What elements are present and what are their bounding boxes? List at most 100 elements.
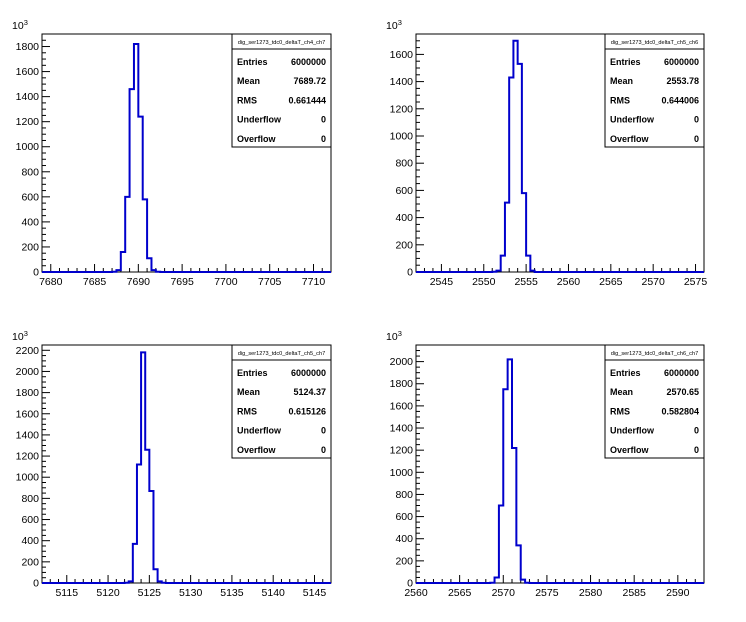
stats-box-name: dig_ser1273_tdc0_deltaT_ch6_ch7 [611, 351, 698, 357]
stats-box-frame [604, 33, 705, 148]
stats-row-label: Entries [237, 57, 268, 67]
stats-row-value: 0 [694, 134, 699, 144]
stats-box: dig_ser1273_tdc0_deltaT_ch6_ch7 Entries 60… [604, 344, 705, 459]
histogram-panel-3: 0 200 400 600 800 1000 1200 1400 1600 1800 2000 220… [12, 329, 332, 599]
histogram-series [42, 351, 331, 584]
histogram-panel-2: 0 200 400 600 800 1000 1200 1400 1600 2545 2550 255… [386, 18, 707, 288]
stats-row-value: 7689.72 [293, 76, 326, 86]
stats-row-value: 6000000 [664, 57, 699, 67]
histogram-series [42, 43, 331, 273]
y-tick-label: 2000 [16, 366, 40, 378]
stats-row-value: 6000000 [291, 368, 326, 378]
stats-box: dig_ser1273_tdc0_deltaT_ch5_ch7 Entries 60… [231, 344, 332, 459]
stats-row-value: 0 [321, 445, 326, 455]
x-tick-label: 2555 [514, 276, 538, 288]
x-tick-label: 5130 [179, 587, 203, 599]
stats-row-value: 5124.37 [293, 387, 326, 397]
x-tick-label: 2580 [579, 587, 603, 599]
y-multiplier-label: 103 [386, 18, 402, 32]
stats-row-label: RMS [237, 406, 257, 416]
y-tick-label: 1600 [390, 49, 414, 61]
x-tick-label: 5135 [220, 587, 244, 599]
stats-box-frame [231, 33, 332, 148]
x-tick-label: 5145 [303, 587, 327, 599]
stats-row-label: Mean [237, 387, 260, 397]
y-tick-label: 2200 [16, 345, 40, 357]
y-tick-label: 1200 [16, 451, 40, 463]
x-tick-label: 2550 [472, 276, 496, 288]
x-tick-label: 2560 [404, 587, 428, 599]
stats-box-name: dig_ser1273_tdc0_deltaT_ch5_ch6 [611, 40, 698, 46]
histogram-series [416, 358, 704, 584]
stats-row-value: 0 [321, 115, 326, 125]
y-tick-label: 0 [33, 267, 39, 279]
y-tick-label: 200 [395, 555, 413, 567]
stats-row-value: 2570.65 [666, 387, 699, 397]
x-tick-label: 2565 [599, 276, 623, 288]
y-tick-label: 1800 [16, 387, 40, 399]
y-tick-label: 400 [395, 212, 413, 224]
y-tick-label: 2000 [390, 356, 414, 368]
x-tick-label: 2565 [448, 587, 472, 599]
x-tick-label: 7700 [214, 276, 238, 288]
x-tick-label: 5140 [262, 587, 286, 599]
y-tick-label: 1200 [16, 116, 40, 128]
x-tick-label: 2545 [430, 276, 454, 288]
y-tick-label: 800 [21, 493, 39, 505]
stats-row-value: 0 [694, 426, 699, 436]
x-tick-label: 7710 [302, 276, 326, 288]
stats-row-label: Underflow [237, 115, 282, 125]
stats-row-label: RMS [610, 95, 630, 105]
y-tick-label: 1600 [16, 408, 40, 420]
histogram-panel-4: 0 200 400 600 800 1000 1200 1400 1600 1800 2000 256… [386, 329, 705, 599]
y-tick-label: 800 [395, 489, 413, 501]
y-tick-label: 1400 [390, 423, 414, 435]
x-tick-label: 5125 [138, 587, 162, 599]
y-tick-label: 1400 [16, 429, 40, 441]
stats-row-value: 0 [694, 115, 699, 125]
y-tick-label: 1600 [390, 400, 414, 412]
stats-row-label: Mean [610, 387, 633, 397]
x-tick-label: 7680 [39, 276, 63, 288]
stats-row-label: Entries [610, 57, 641, 67]
stats-row-label: Overflow [237, 134, 277, 144]
x-tick-label: 2570 [641, 276, 665, 288]
histogram-series [416, 39, 704, 273]
stats-row-label: Underflow [237, 426, 282, 436]
stats-box: dig_ser1273_tdc0_deltaT_ch5_ch6 Entries 60… [604, 33, 705, 148]
y-tick-label: 0 [407, 267, 413, 279]
y-tick-label: 600 [21, 191, 39, 203]
x-tick-label: 5120 [96, 587, 120, 599]
y-tick-label: 600 [21, 514, 39, 526]
y-tick-label: 800 [395, 158, 413, 170]
x-tick-label: 7695 [170, 276, 194, 288]
x-tick-label: 2570 [492, 587, 516, 599]
stats-row-label: Underflow [610, 426, 655, 436]
y-multiplier-label: 103 [12, 329, 28, 343]
y-tick-label: 1000 [16, 141, 40, 153]
y-tick-label: 0 [33, 578, 39, 590]
y-tick-label: 1000 [390, 467, 414, 479]
y-tick-label: 600 [395, 511, 413, 523]
stats-row-label: Mean [610, 76, 633, 86]
stats-row-label: Underflow [610, 115, 655, 125]
y-tick-label: 1800 [390, 378, 414, 390]
x-tick-label: 7690 [127, 276, 151, 288]
stats-row-label: Entries [237, 368, 268, 378]
y-multiplier-label: 103 [12, 18, 28, 32]
y-tick-label: 600 [395, 185, 413, 197]
stats-row-value: 0.644006 [661, 95, 699, 105]
histogram-panel-1: 0 200 400 600 800 1000 1200 1400 1600 1800 7680 768… [12, 18, 332, 288]
y-tick-label: 0 [407, 578, 413, 590]
stats-box: dig_ser1273_tdc0_deltaT_ch4_ch7 Entries 60… [231, 33, 332, 148]
y-tick-label: 400 [21, 216, 39, 228]
stats-row-value: 6000000 [291, 57, 326, 67]
x-tick-label: 2575 [535, 587, 559, 599]
stats-row-value: 2553.78 [666, 76, 699, 86]
y-tick-label: 800 [21, 166, 39, 178]
x-tick-label: 2560 [557, 276, 581, 288]
y-tick-label: 1200 [390, 103, 414, 115]
y-tick-label: 200 [21, 556, 39, 568]
x-tick-label: 2590 [666, 587, 690, 599]
